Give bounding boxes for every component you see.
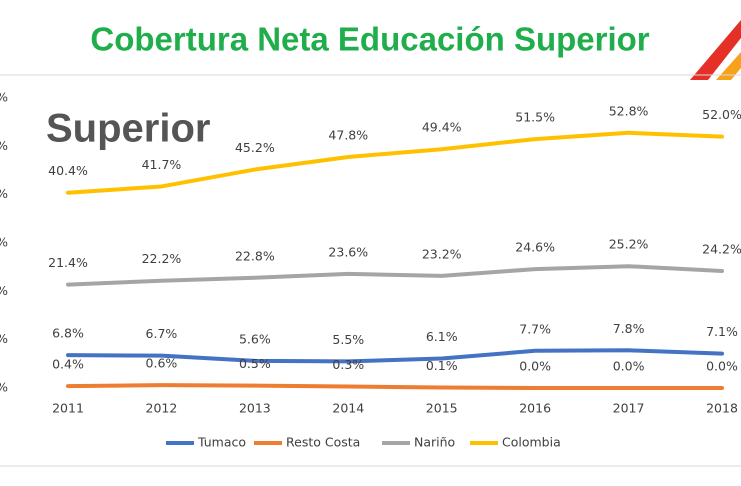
data-label: 40.4%	[48, 163, 88, 178]
data-label: 0.3%	[332, 357, 364, 372]
data-label: 23.6%	[328, 244, 368, 259]
data-label: 0.5%	[239, 356, 271, 371]
data-label: 6.8%	[52, 326, 84, 341]
y-tick-label: 40%	[0, 186, 8, 201]
annotation: Superior	[46, 107, 210, 151]
data-label: 23.2%	[422, 246, 462, 261]
data-label: 41.7%	[142, 157, 182, 172]
y-tick-label: 20%	[0, 283, 8, 298]
y-tick-label: 10%	[0, 331, 8, 346]
data-label: 21.4%	[48, 255, 88, 270]
data-label: 47.8%	[328, 127, 368, 142]
x-tick-label: 2014	[332, 401, 364, 416]
data-label: 52.8%	[609, 103, 649, 118]
data-label: 0.0%	[613, 359, 645, 374]
x-tick-label: 2015	[426, 401, 458, 416]
x-tick-label: 2018	[706, 401, 738, 416]
series-line	[66, 383, 724, 390]
data-label: 52.0%	[702, 107, 741, 122]
y-tick-label: 50%	[0, 138, 8, 153]
data-label: 24.2%	[702, 242, 741, 257]
data-label: 6.7%	[146, 326, 178, 341]
legend-label: Resto Costa	[286, 435, 360, 450]
data-label: 0.0%	[519, 359, 551, 374]
x-tick-label: 2013	[239, 401, 271, 416]
series-line	[66, 130, 724, 195]
data-label: 0.0%	[706, 359, 738, 374]
data-label: 7.1%	[706, 324, 738, 339]
chart-title: Cobertura Neta Educación Superior	[90, 21, 649, 58]
series-line	[66, 264, 724, 287]
legend-label: Nariño	[414, 435, 455, 450]
series-line	[66, 348, 724, 364]
data-label: 5.6%	[239, 331, 271, 346]
data-label: 22.8%	[235, 248, 275, 263]
data-label: 7.7%	[519, 321, 551, 336]
y-tick-label: 30%	[0, 235, 8, 250]
data-label: 25.2%	[609, 237, 649, 252]
legend-label: Colombia	[502, 435, 561, 450]
x-tick-label: 2017	[613, 401, 645, 416]
x-tick-label: 2011	[52, 401, 84, 416]
x-tick-label: 2016	[519, 401, 551, 416]
data-label: 49.4%	[422, 120, 462, 135]
y-tick-label: 60%	[0, 90, 8, 105]
y-tick-label: 0%	[0, 380, 8, 395]
data-label: 45.2%	[235, 140, 275, 155]
decoration	[690, 20, 741, 80]
legend-label: Tumaco	[197, 435, 246, 450]
data-label: 24.6%	[515, 240, 555, 255]
data-label: 51.5%	[515, 110, 555, 125]
data-label: 22.2%	[142, 251, 182, 266]
data-label: 5.5%	[332, 332, 364, 347]
data-label: 0.6%	[146, 356, 178, 371]
x-tick-label: 2012	[146, 401, 178, 416]
data-label: 0.4%	[52, 357, 84, 372]
data-label: 0.1%	[426, 358, 458, 373]
data-label: 7.8%	[613, 321, 645, 336]
data-label: 6.1%	[426, 329, 458, 344]
